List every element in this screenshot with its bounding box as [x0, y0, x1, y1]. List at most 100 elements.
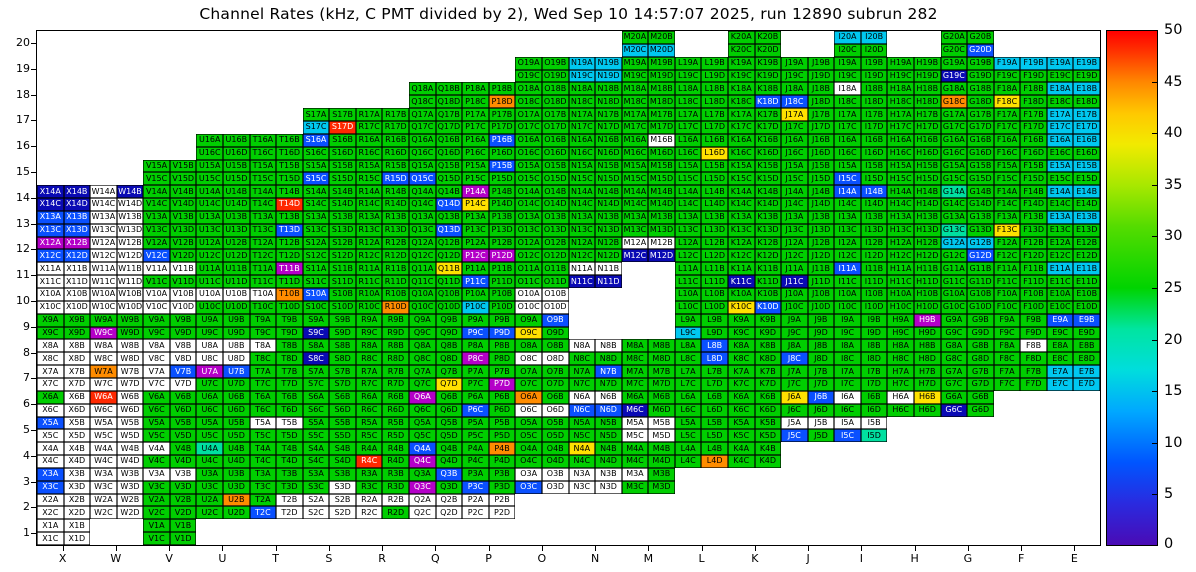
- channel-cell: N18B: [595, 82, 622, 96]
- channel-cell: S16B: [329, 133, 356, 147]
- channel-cell: G12C: [940, 249, 968, 263]
- channel-cell: S2B: [329, 493, 356, 507]
- channel-cell: N3A: [568, 467, 596, 481]
- channel-cell: K15C: [727, 172, 755, 186]
- y-axis-label: 18: [16, 87, 30, 101]
- channel-cell: Q6B: [435, 390, 463, 404]
- channel-cell: P13C: [462, 223, 489, 237]
- channel-cell: Q17B: [435, 108, 463, 121]
- channel-cell: S3D: [329, 480, 356, 494]
- y-axis-label: 7: [23, 371, 30, 385]
- channel-cell: S8B: [329, 339, 356, 353]
- channel-cell: P15D: [488, 172, 516, 186]
- channel-cell: I15A: [834, 159, 861, 173]
- channel-cell: F15D: [1020, 172, 1047, 186]
- channel-cell: J19B: [807, 56, 835, 70]
- channel-cell: X4B: [63, 442, 91, 456]
- channel-cell: G15A: [940, 159, 968, 173]
- channel-cell: U8A: [196, 339, 224, 353]
- channel-cell: G19A: [940, 56, 968, 70]
- colorbar-tick-label: 45: [1164, 73, 1183, 90]
- y-axis-tick: [31, 171, 36, 173]
- channel-cell: N5B: [595, 416, 622, 430]
- channel-cell: U7D: [223, 377, 250, 391]
- channel-cell: P8C: [462, 352, 489, 366]
- channel-cell: U2A: [196, 493, 224, 507]
- channel-cell: R16C: [355, 146, 383, 160]
- channel-cell: R8A: [355, 339, 383, 353]
- channel-cell: L8D: [701, 352, 728, 366]
- channel-cell: U15D: [223, 172, 250, 186]
- channel-cell: H15B: [913, 159, 941, 173]
- channel-cell: M20C: [621, 43, 649, 57]
- channel-cell: F17B: [1020, 108, 1047, 121]
- channel-cell: G17B: [967, 108, 994, 121]
- channel-cell: I20A: [834, 31, 861, 44]
- channel-cell: H11A: [887, 262, 914, 276]
- channel-cell: P12D: [488, 249, 516, 263]
- channel-cell: W8B: [116, 339, 144, 353]
- channel-cell: T3D: [276, 480, 303, 494]
- channel-cell: F9B: [1020, 313, 1047, 327]
- channel-cell: I18D: [860, 95, 888, 109]
- channel-cell: T5D: [276, 429, 303, 443]
- channel-cell: J7C: [781, 377, 808, 391]
- channel-cell: E16C: [1046, 146, 1074, 160]
- channel-cell: S10C: [302, 300, 330, 314]
- channel-cell: R10C: [355, 300, 383, 314]
- channel-cell: X2A: [37, 493, 64, 507]
- channel-cell: G14D: [967, 198, 994, 211]
- channel-cell: I18C: [834, 95, 861, 109]
- channel-cell: N3C: [568, 480, 596, 494]
- channel-cell: G16D: [967, 146, 994, 160]
- channel-cell: O10D: [541, 300, 569, 314]
- channel-cell: G9A: [940, 313, 968, 327]
- channel-cell: L18C: [674, 95, 702, 109]
- channel-cell: N15A: [568, 159, 596, 173]
- channel-cell: S15C: [302, 172, 330, 186]
- channel-cell: K6B: [754, 390, 782, 404]
- channel-cell: E8B: [1073, 339, 1100, 353]
- channel-cell: N4B: [595, 442, 622, 456]
- channel-cell: K5C: [727, 429, 755, 443]
- channel-cell: I16C: [834, 146, 861, 160]
- channel-cell: S6A: [302, 390, 330, 404]
- channel-cell: W12C: [90, 249, 117, 263]
- channel-cell: J6D: [807, 403, 835, 417]
- channel-cell: U6D: [223, 403, 250, 417]
- channel-cell: K8D: [754, 352, 782, 366]
- channel-cell: P11D: [488, 275, 516, 288]
- channel-cell: O15C: [515, 172, 542, 186]
- channel-cell: R17A: [355, 108, 383, 121]
- channel-cell: V1D: [169, 532, 197, 545]
- channel-cell: J17B: [807, 108, 835, 121]
- channel-cell: U15A: [196, 159, 224, 173]
- channel-cell: G18C: [940, 95, 968, 109]
- channel-cell: I20C: [834, 43, 861, 57]
- channel-cell: O18C: [515, 95, 542, 109]
- channel-cell: X1B: [63, 519, 91, 533]
- channel-cell: R8D: [382, 352, 410, 366]
- channel-cell: K8B: [754, 339, 782, 353]
- channel-cell: Q15A: [409, 159, 436, 173]
- channel-cell: Q14D: [435, 198, 463, 211]
- channel-cell: J17D: [807, 120, 835, 134]
- x-axis-tick: [62, 546, 64, 551]
- channel-cell: S13B: [329, 210, 356, 224]
- channel-cell: S15B: [329, 159, 356, 173]
- channel-cell: K18B: [754, 82, 782, 96]
- channel-cell: I5C: [834, 429, 861, 443]
- channel-cell: R9C: [355, 326, 383, 340]
- channel-cell: S11B: [329, 262, 356, 276]
- channel-cell: T3C: [249, 480, 277, 494]
- channel-cell: X5D: [63, 429, 91, 443]
- channel-cell: G17C: [940, 120, 968, 134]
- channel-cell: G12D: [967, 249, 994, 263]
- channel-cell: G19B: [967, 56, 994, 70]
- channel-cell: F13D: [1020, 223, 1047, 237]
- channel-cell: G15B: [967, 159, 994, 173]
- channel-cell: M18C: [621, 95, 649, 109]
- channel-cell: P18C: [462, 95, 489, 109]
- channel-cell: U13C: [196, 223, 224, 237]
- channel-cell: M8A: [621, 339, 649, 353]
